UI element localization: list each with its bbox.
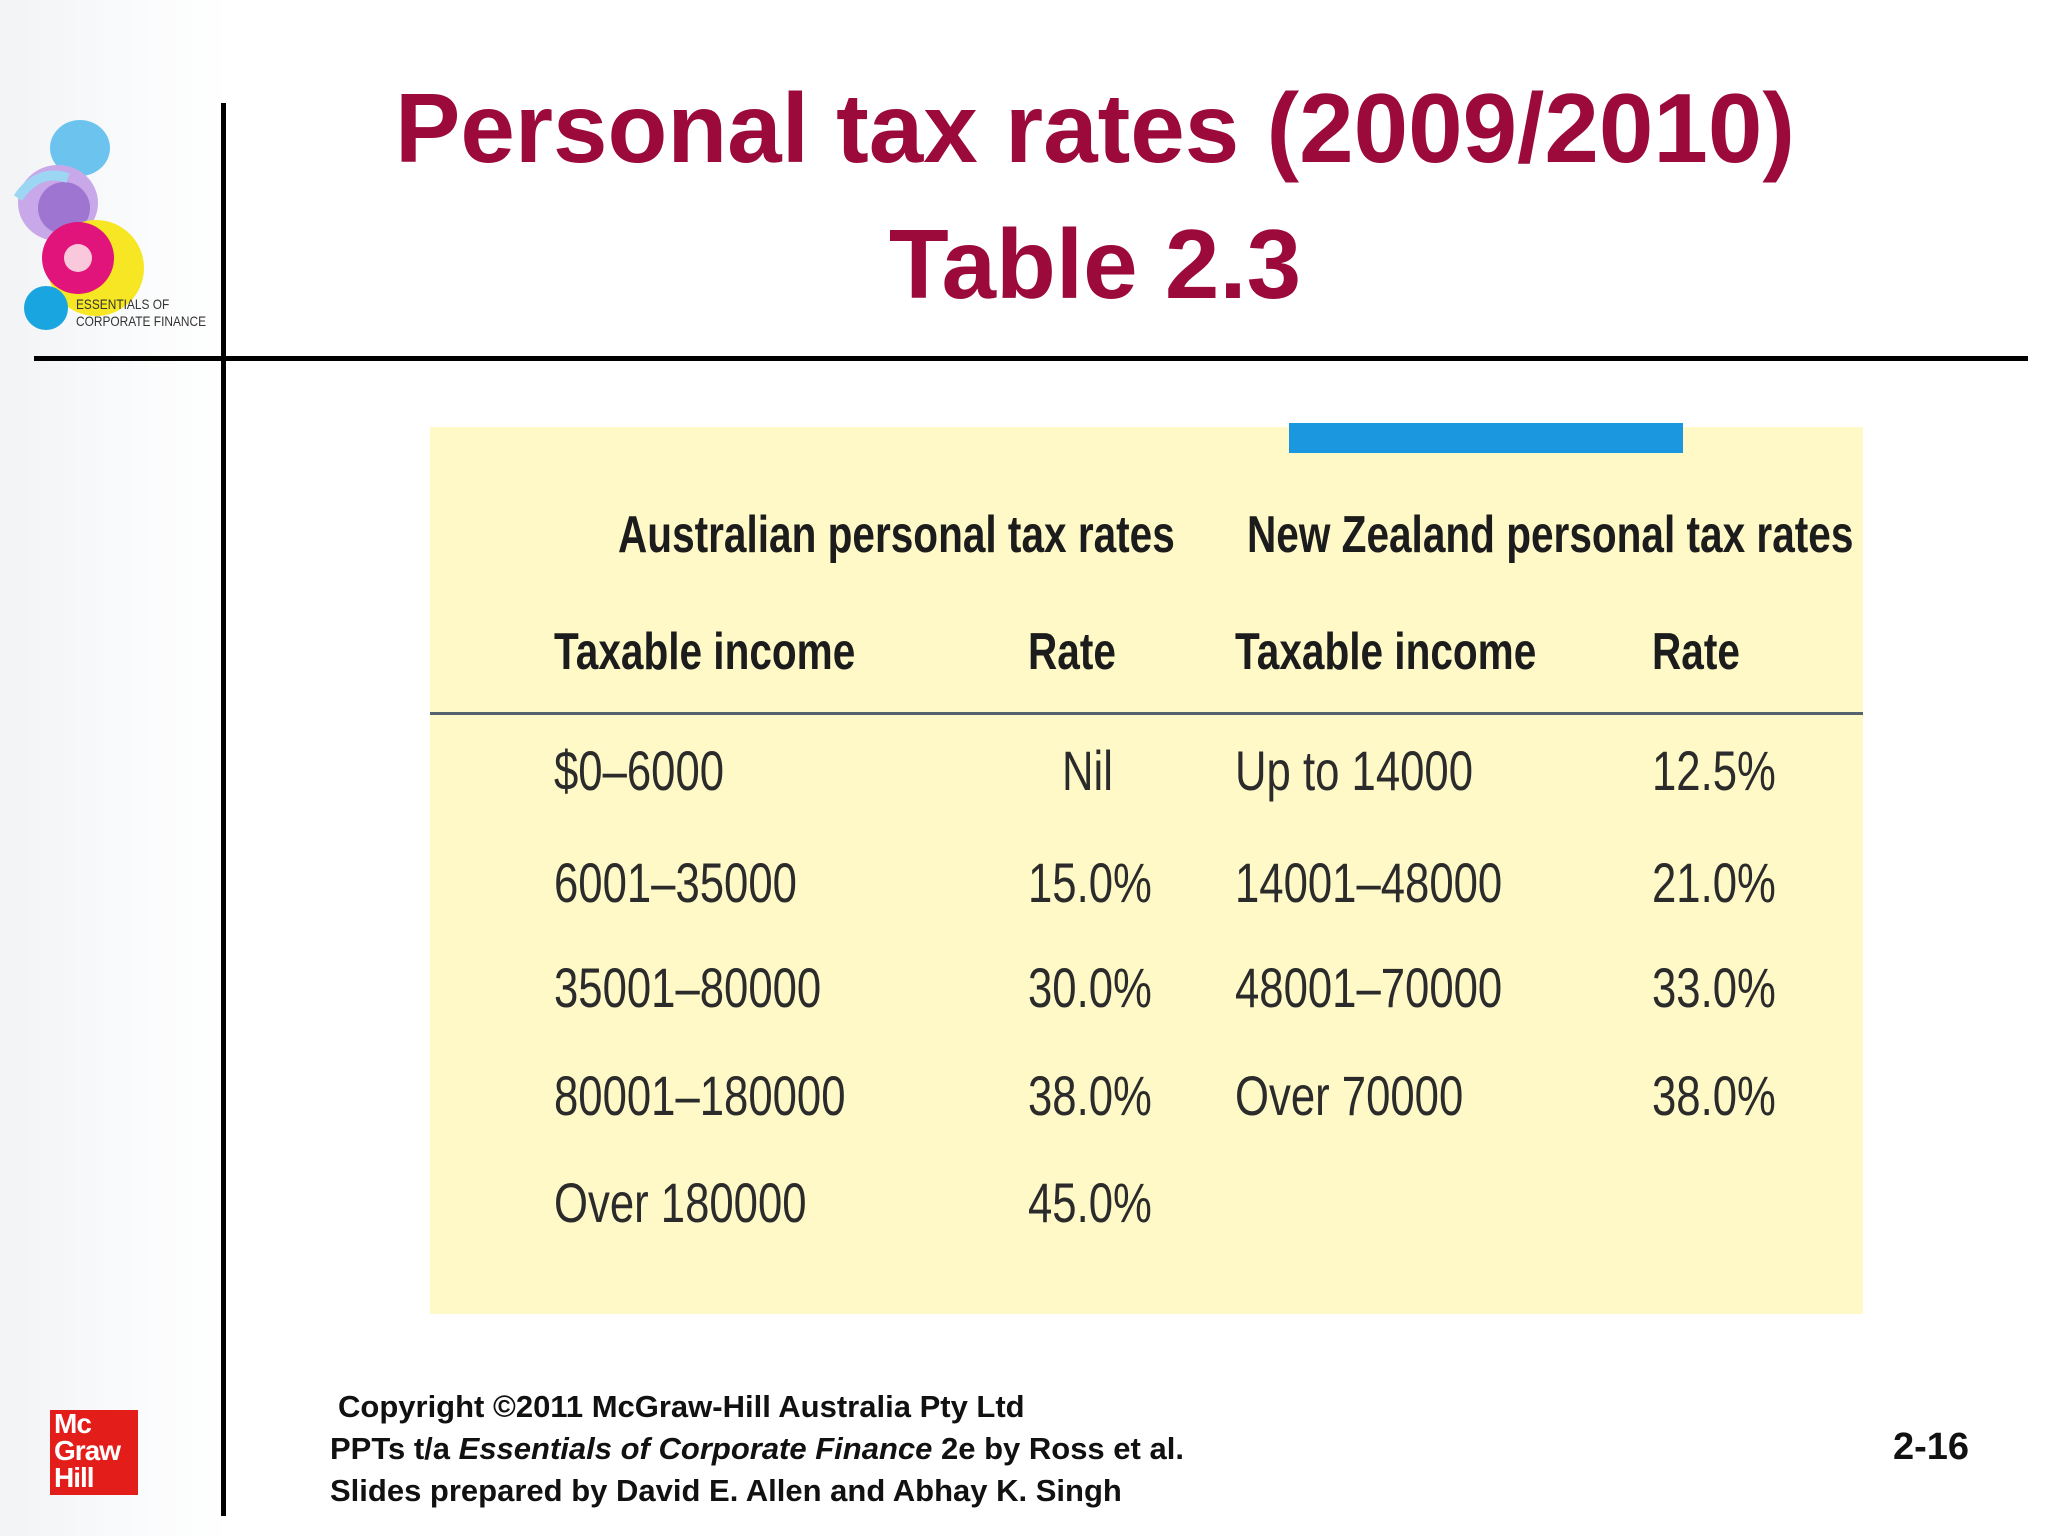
horizontal-divider xyxy=(34,356,2028,361)
au-row-5-rate: 45.0% xyxy=(1028,1171,1152,1234)
page-number: 2-16 xyxy=(1893,1426,1970,1468)
table-header-rule xyxy=(430,712,1863,715)
nz-col-rate: Rate xyxy=(1652,623,1740,681)
copyright-footer: Copyright ©2011 McGraw-Hill Australia Pt… xyxy=(330,1386,1184,1512)
au-row-5-income: Over 180000 xyxy=(554,1171,807,1234)
au-col-rate: Rate xyxy=(1028,623,1116,681)
footer-line-1: Copyright ©2011 McGraw-Hill Australia Pt… xyxy=(338,1389,1025,1424)
book-logo-icon xyxy=(13,120,144,330)
title-line-2: Table 2.3 xyxy=(888,209,1302,319)
nz-row-2-rate: 21.0% xyxy=(1652,851,1776,914)
nz-row-4-income: Over 70000 xyxy=(1235,1064,1464,1127)
nz-row-2-income: 14001–48000 xyxy=(1235,851,1503,914)
au-row-3-rate: 30.0% xyxy=(1028,956,1152,1019)
nz-col-income: Taxable income xyxy=(1235,623,1537,681)
new-zealand-heading: New Zealand personal tax rates xyxy=(1247,506,1854,564)
vertical-divider xyxy=(221,103,226,1516)
mcgraw-hill-logo: Mc Graw Hill xyxy=(50,1410,138,1495)
australia-heading: Australian personal tax rates xyxy=(618,506,1175,564)
nz-row-4-rate: 38.0% xyxy=(1652,1064,1776,1127)
footer-line-2: PPTs t/a Essentials of Corporate Finance… xyxy=(330,1431,1184,1466)
nz-row-3-income: 48001–70000 xyxy=(1235,956,1503,1019)
nz-row-3-rate: 33.0% xyxy=(1652,956,1776,1019)
title-line-1: Personal tax rates (2009/2010) xyxy=(394,73,1796,183)
au-row-2-rate: 15.0% xyxy=(1028,851,1152,914)
book-logo-text: ESSENTIALS OF CORPORATE FINANCE xyxy=(76,296,207,329)
au-row-1-rate: Nil xyxy=(1062,739,1113,802)
table-panel xyxy=(430,427,1863,1314)
au-row-3-income: 35001–80000 xyxy=(554,956,822,1019)
footer-line-3: Slides prepared by David E. Allen and Ab… xyxy=(330,1473,1122,1508)
au-col-income: Taxable income xyxy=(554,623,856,681)
slide-title: Personal tax rates (2009/2010) Table 2.3 xyxy=(300,60,1890,332)
au-row-1-income: $0–6000 xyxy=(554,739,725,802)
au-row-4-income: 80001–180000 xyxy=(554,1064,846,1127)
nz-row-1-rate: 12.5% xyxy=(1652,739,1776,802)
accent-bar xyxy=(1289,423,1683,453)
au-row-2-income: 6001–35000 xyxy=(554,851,797,914)
nz-row-1-income: Up to 14000 xyxy=(1235,739,1474,802)
au-row-4-rate: 38.0% xyxy=(1028,1064,1152,1127)
